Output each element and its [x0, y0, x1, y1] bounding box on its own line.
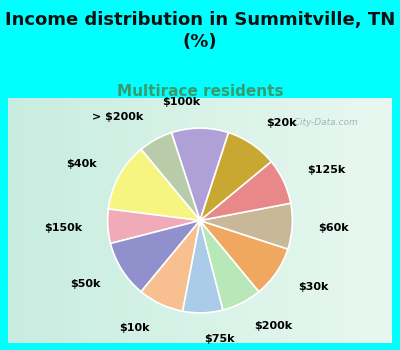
Wedge shape: [108, 209, 200, 244]
Text: $20k: $20k: [266, 118, 297, 128]
Wedge shape: [200, 203, 292, 249]
Text: $40k: $40k: [66, 159, 96, 168]
Text: $10k: $10k: [119, 322, 150, 332]
Text: $30k: $30k: [298, 282, 328, 292]
Text: $75k: $75k: [204, 334, 234, 344]
Text: City-Data.com: City-Data.com: [288, 118, 358, 127]
Text: $50k: $50k: [70, 279, 100, 289]
Text: > $200k: > $200k: [92, 112, 143, 122]
Wedge shape: [200, 220, 259, 310]
Wedge shape: [200, 162, 291, 220]
Wedge shape: [172, 128, 228, 220]
Wedge shape: [200, 220, 288, 292]
Text: Income distribution in Summitville, TN
(%): Income distribution in Summitville, TN (…: [5, 10, 395, 51]
Text: Multirace residents: Multirace residents: [117, 84, 283, 99]
Wedge shape: [183, 220, 223, 313]
Text: $200k: $200k: [254, 321, 292, 331]
Text: $100k: $100k: [162, 97, 200, 107]
Text: $150k: $150k: [44, 223, 82, 233]
Wedge shape: [110, 220, 200, 292]
Wedge shape: [108, 149, 200, 220]
Wedge shape: [200, 133, 271, 220]
Text: $60k: $60k: [318, 223, 349, 233]
Text: $125k: $125k: [307, 165, 345, 175]
Wedge shape: [141, 133, 200, 220]
Wedge shape: [141, 220, 200, 311]
